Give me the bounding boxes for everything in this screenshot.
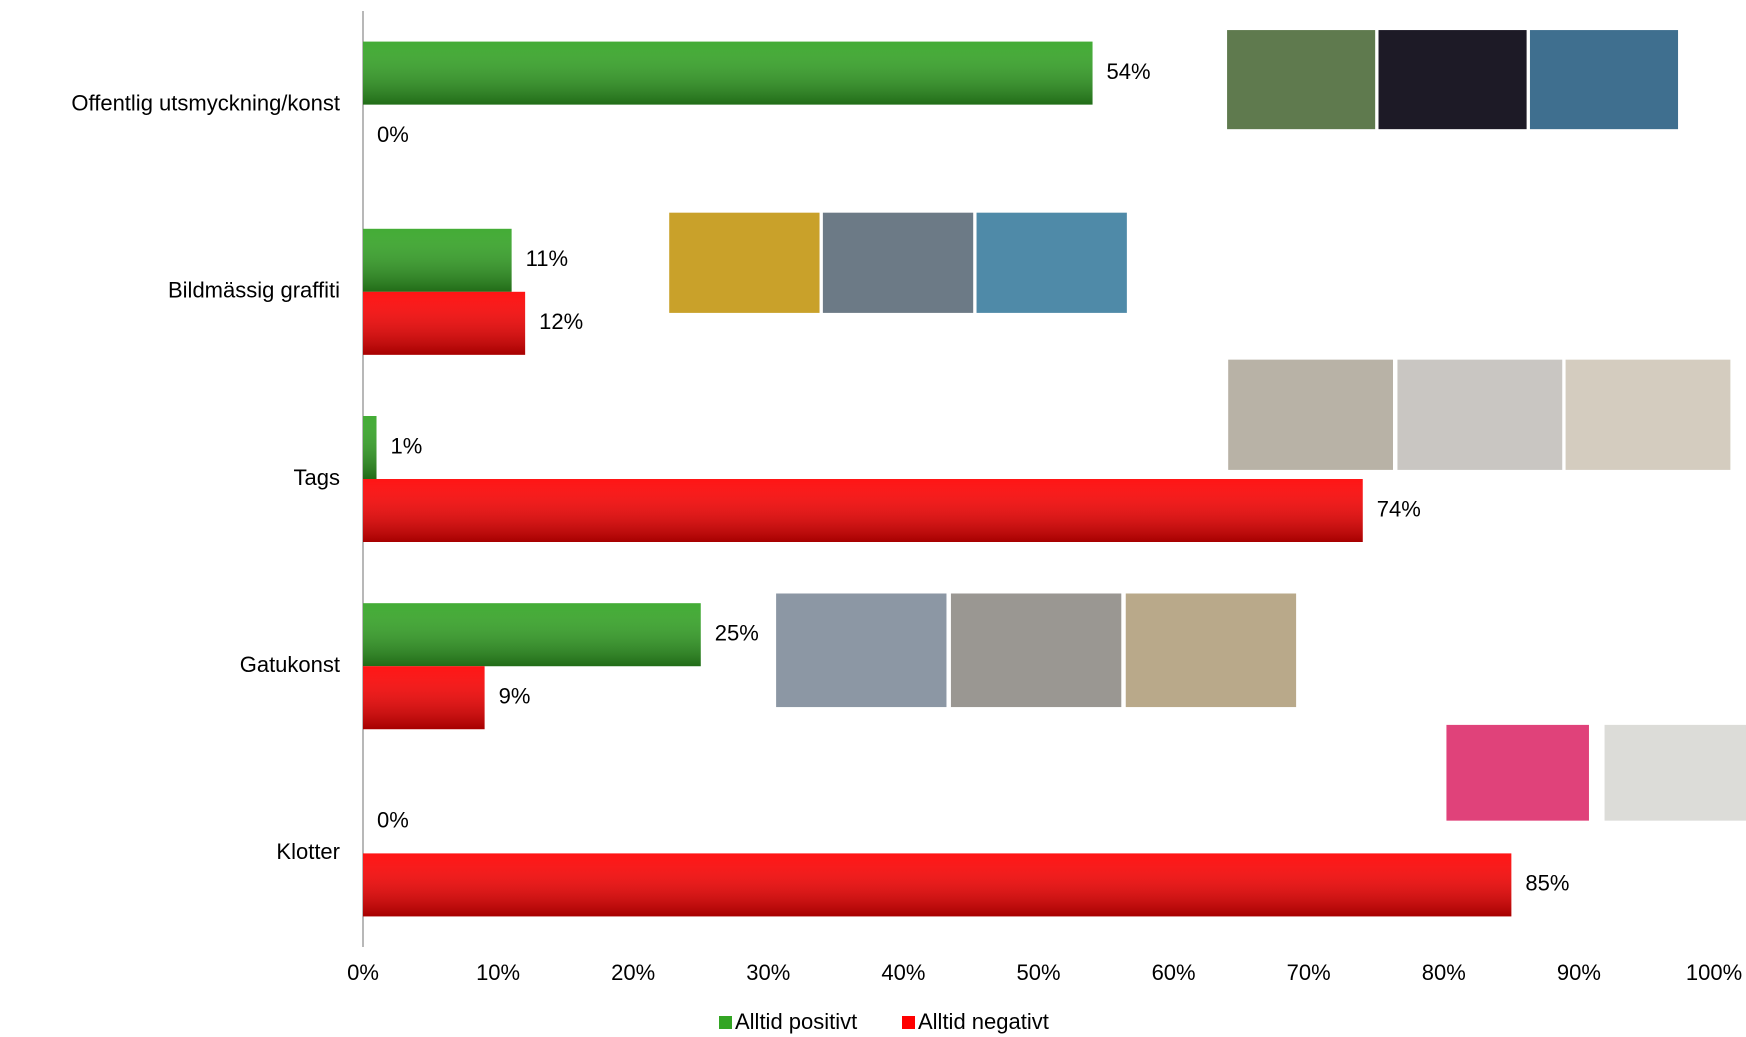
bar-shade [363, 853, 1512, 917]
value-label: 85% [1525, 871, 1569, 896]
x-tick-label: 0% [347, 960, 379, 985]
x-tick-label: 10% [476, 960, 520, 985]
legend-swatch [719, 1016, 732, 1029]
y-tick-label: Bildmässig graffiti [168, 278, 340, 303]
value-label: 54% [1107, 59, 1151, 84]
y-tick-label: Klotter [276, 839, 340, 864]
photo [822, 212, 974, 313]
x-tick-label: 50% [1016, 960, 1060, 985]
legend-label: Alltid negativt [918, 1009, 1049, 1034]
legend-label: Alltid positivt [735, 1009, 857, 1034]
y-tick-label: Tags [294, 465, 340, 490]
photo [1227, 30, 1376, 130]
value-label: 12% [539, 309, 583, 334]
photo [950, 593, 1122, 708]
photo [1565, 359, 1731, 470]
bar-shade [363, 666, 485, 730]
photo [1529, 30, 1679, 130]
x-tick-label: 20% [611, 960, 655, 985]
value-label: 0% [377, 122, 409, 147]
value-label: 1% [391, 433, 423, 458]
value-label: 11% [526, 246, 568, 271]
x-tick-label: 60% [1152, 960, 1196, 985]
photo [1125, 593, 1297, 708]
photo [776, 593, 947, 708]
value-label: 9% [499, 684, 531, 709]
x-tick-label: 80% [1422, 960, 1466, 985]
x-tick-label: 40% [881, 960, 925, 985]
y-tick-label: Offentlig utsmyckning/konst [71, 90, 340, 115]
y-tick-label: Gatukonst [240, 652, 340, 677]
bar-shade [363, 603, 701, 667]
bar-shade [363, 41, 1093, 105]
x-tick-label: 90% [1557, 960, 1601, 985]
photo [669, 212, 820, 313]
bar-shade [363, 479, 1363, 542]
bar-shade [363, 416, 377, 479]
photo [1378, 30, 1527, 130]
photo [1604, 724, 1746, 821]
bar-shade [363, 291, 526, 355]
photo [976, 212, 1127, 313]
bar-shade [363, 228, 512, 292]
value-label: 74% [1377, 496, 1421, 521]
value-label: 0% [377, 808, 409, 833]
value-label: 25% [715, 621, 759, 646]
x-tick-label: 70% [1287, 960, 1331, 985]
x-tick-label: 100% [1686, 960, 1742, 985]
photo [1397, 359, 1563, 470]
x-tick-label: 30% [746, 960, 790, 985]
photos [669, 30, 1746, 821]
photo [1228, 359, 1393, 470]
legend-swatch [902, 1016, 915, 1029]
photo [1446, 724, 1589, 821]
